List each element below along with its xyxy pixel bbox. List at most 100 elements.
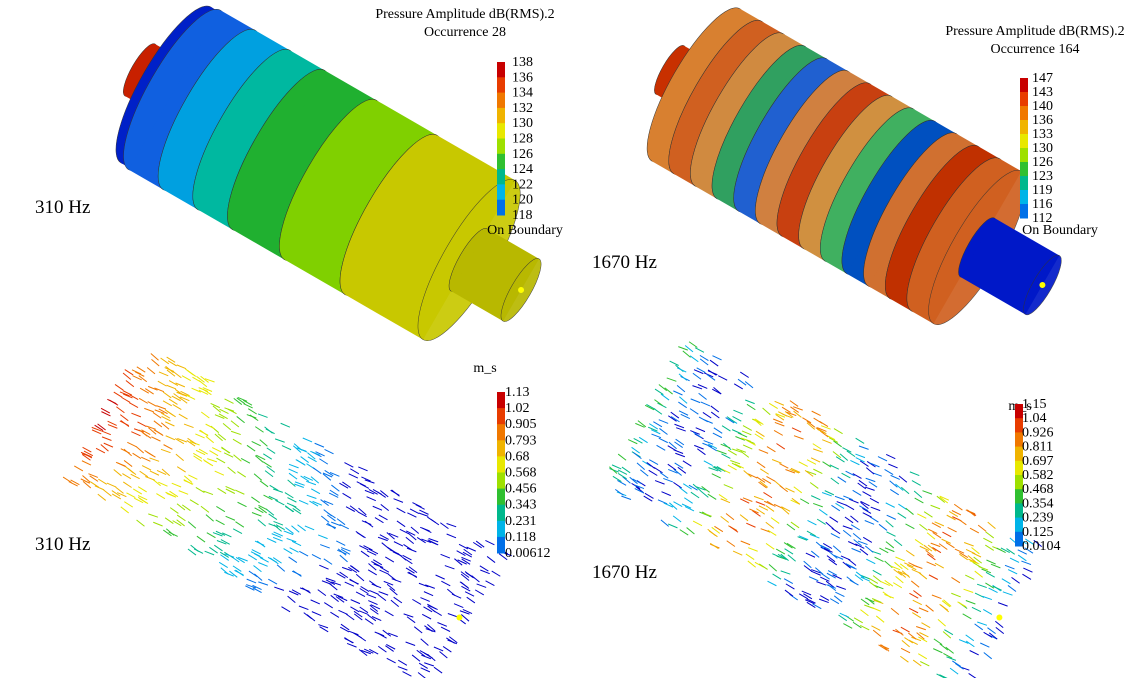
vector [966, 641, 975, 647]
vector [341, 624, 350, 630]
vector [755, 562, 764, 567]
colorbar-segment [497, 424, 505, 441]
vector [983, 653, 992, 659]
vector [315, 442, 324, 448]
vector [670, 361, 679, 367]
vector [865, 485, 875, 492]
vector [323, 559, 332, 565]
vector [329, 584, 338, 590]
vector [131, 431, 140, 437]
vector [394, 497, 403, 503]
vector [282, 445, 291, 451]
legend-tick-label: 133 [1032, 127, 1053, 142]
vector [124, 502, 133, 507]
vector [300, 457, 309, 463]
vector [403, 555, 412, 560]
legend-tick-label: 0.118 [505, 530, 536, 545]
vector [358, 466, 367, 472]
vector [713, 387, 723, 394]
vector [852, 533, 861, 539]
legend-tick-label: 118 [512, 208, 532, 223]
vector [320, 543, 330, 550]
vector [115, 384, 124, 390]
vector [985, 532, 994, 538]
legend-title: m_s [473, 361, 496, 376]
vector [784, 549, 793, 554]
vector [640, 470, 649, 476]
vector [163, 392, 172, 398]
vector [776, 443, 785, 449]
vector [995, 621, 1004, 627]
vector [693, 521, 702, 526]
vector [966, 510, 975, 516]
colorbar-segment [497, 521, 505, 538]
vector [397, 508, 406, 513]
vector [423, 607, 432, 612]
vector [648, 426, 657, 432]
vector [115, 487, 124, 493]
vector [759, 564, 768, 569]
vector [291, 526, 301, 533]
vector [324, 603, 333, 608]
vector [126, 493, 135, 498]
vector [422, 614, 431, 619]
vector [252, 441, 261, 447]
vector [257, 520, 267, 527]
vector [977, 583, 987, 590]
vector [121, 448, 130, 454]
legend-tick-label: 0.811 [1022, 440, 1053, 455]
vector [104, 442, 113, 448]
vector [356, 592, 365, 597]
vector [948, 527, 957, 533]
vector [351, 599, 360, 605]
vector [842, 473, 851, 478]
vector [697, 449, 706, 455]
vector [233, 529, 242, 534]
vector [275, 500, 284, 505]
vector [933, 639, 942, 645]
vector [932, 523, 941, 528]
vector [764, 500, 773, 506]
vector [387, 547, 396, 552]
vector [858, 480, 867, 486]
vector [133, 375, 142, 381]
vector [733, 416, 742, 421]
vector [701, 401, 710, 407]
vector [407, 512, 416, 518]
vector [740, 372, 749, 377]
vector [1005, 564, 1014, 570]
vector [646, 462, 655, 468]
vector [719, 494, 728, 500]
legend-footer: On Boundary [487, 223, 563, 238]
vector [672, 516, 681, 522]
legend-tick-label: 0.239 [1022, 511, 1054, 526]
vector [345, 581, 354, 587]
vector [673, 502, 682, 507]
vector [127, 442, 136, 448]
legend-tick-label: 0.125 [1022, 525, 1054, 540]
vector [467, 546, 476, 552]
vector [813, 447, 823, 454]
vector [155, 430, 164, 436]
vector [284, 549, 293, 554]
vector [939, 644, 948, 650]
vector [446, 589, 456, 596]
vector [745, 399, 754, 405]
vector [142, 465, 151, 471]
vector [965, 635, 974, 641]
vector [871, 549, 881, 556]
vector [868, 482, 877, 488]
vector [142, 433, 151, 439]
vector [785, 487, 794, 493]
vector [667, 376, 677, 383]
vector [410, 509, 419, 514]
vector [871, 625, 880, 630]
vector [1018, 555, 1027, 561]
vector [900, 487, 910, 494]
vector [942, 532, 951, 537]
colorbar-segment [497, 154, 505, 170]
vector [819, 598, 829, 605]
vector [684, 498, 693, 504]
vector [231, 430, 241, 437]
colorbar-segment [1020, 148, 1028, 163]
